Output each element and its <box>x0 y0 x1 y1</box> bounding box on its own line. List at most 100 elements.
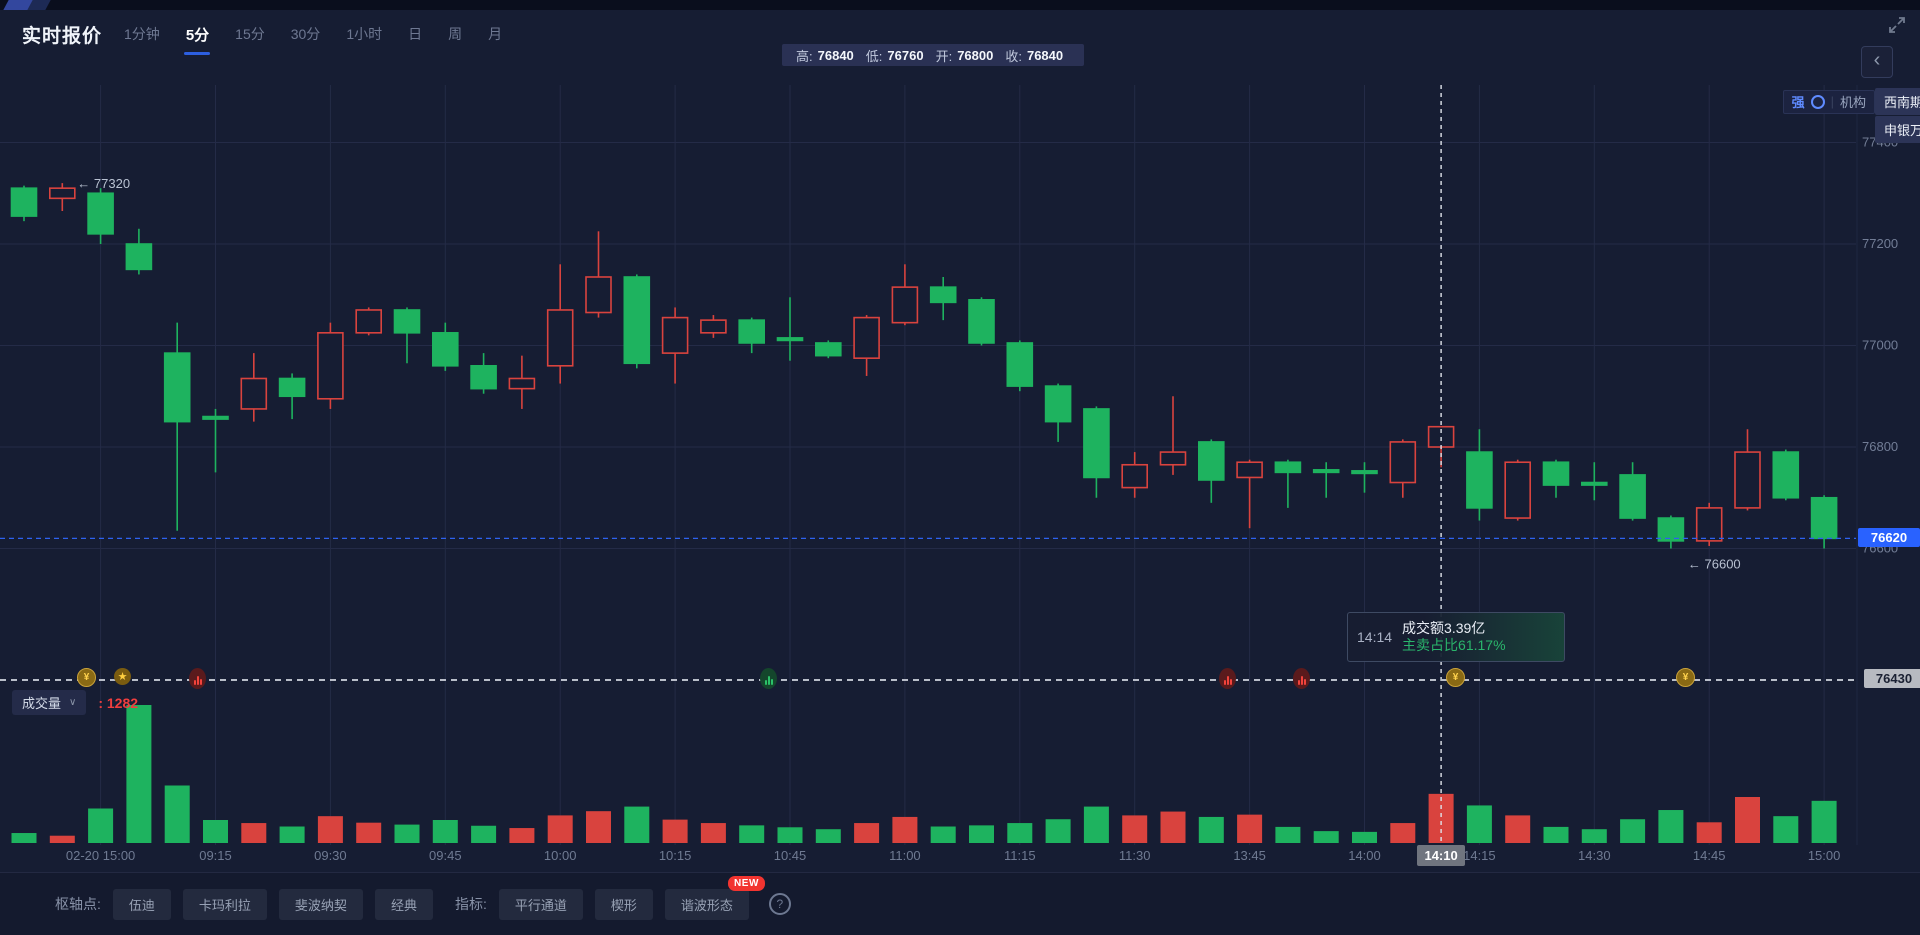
volume-bar <box>930 826 956 843</box>
candle-body <box>1236 461 1263 479</box>
volume-bar <box>1160 811 1186 843</box>
interval-tab-5[interactable]: 日 <box>408 26 423 42</box>
candle-body <box>623 276 651 365</box>
time-axis-label: 14:30 <box>1578 848 1611 863</box>
volume-bar <box>662 819 688 843</box>
volume-bar <box>1581 829 1607 843</box>
close-label: 收: <box>1005 48 1022 64</box>
volume-bar <box>1773 816 1799 843</box>
candle-body <box>1504 461 1531 519</box>
volume-bar <box>1352 831 1377 843</box>
candle-body <box>87 192 114 235</box>
indicator-label: 指标: <box>454 896 487 912</box>
volume-bar <box>1696 822 1722 843</box>
volume-bar <box>969 825 994 843</box>
candle-body <box>1581 481 1608 486</box>
candle-body <box>661 316 689 354</box>
candle-body <box>1121 463 1148 489</box>
candle-body <box>1772 451 1800 499</box>
time-axis-label: 11:15 <box>1004 848 1036 863</box>
volume-bar <box>1007 823 1033 843</box>
chart-area[interactable]: 7740077200770007680076600← 77320← 76600 <box>0 85 1920 845</box>
volume-bar <box>815 829 841 843</box>
interval-tab-0[interactable]: 1分钟 <box>124 26 160 42</box>
time-axis-label: 14:15 <box>1463 848 1496 863</box>
candle-body <box>853 316 880 359</box>
volume-bar <box>11 833 37 843</box>
candlestick-chart[interactable]: 7740077200770007680076600← 77320← 76600 <box>0 85 1920 845</box>
volume-bar <box>777 827 803 843</box>
high-label: 高: <box>796 48 813 64</box>
interval-tab-2[interactable]: 15分 <box>235 26 265 42</box>
candle-body <box>814 342 842 357</box>
volume-bar <box>1811 800 1837 843</box>
candle-body <box>355 309 383 334</box>
star-event-icon[interactable]: ★ <box>114 668 131 685</box>
open-label: 开: <box>935 48 953 64</box>
interval-toolbar: 实时报价 1分钟 5分 15分 30分 1小时 日 周 月 <box>0 10 1920 58</box>
volume-bar <box>1237 814 1263 843</box>
volume-bar <box>1505 815 1531 843</box>
candle-body <box>1695 507 1723 542</box>
bars-green-event-icon[interactable] <box>760 668 777 689</box>
candle-body <box>1006 342 1034 387</box>
candle-body <box>1657 517 1685 542</box>
strength-badge[interactable]: 强 | 机构 <box>1782 89 1875 114</box>
indicator-button-1[interactable]: 楔形 <box>594 888 653 920</box>
bars-red-event-icon[interactable] <box>1293 668 1310 689</box>
rating-row: 强 | 机构 西南期 <box>1782 88 1920 115</box>
volume-label: 成交量 <box>22 696 62 711</box>
indicator-button-0[interactable]: 平行通道 <box>498 888 583 920</box>
candle-body <box>470 364 497 390</box>
candle-body <box>1810 496 1838 540</box>
candle-body <box>317 332 344 400</box>
volume-bar <box>317 816 343 843</box>
pivot-button-3[interactable]: 经典 <box>374 888 433 920</box>
pivot-button-2[interactable]: 斐波纳契 <box>278 888 363 920</box>
candle-body <box>1619 474 1646 519</box>
tooltip-turnover: 成交额3.39亿 <box>1402 620 1486 636</box>
pivot-button-1[interactable]: 卡玛利拉 <box>182 888 267 920</box>
candle-body <box>700 319 727 334</box>
time-axis-label: 14:00 <box>1348 848 1381 863</box>
collapse-panel-button[interactable]: ‹ <box>1861 46 1893 78</box>
coin-event-icon[interactable]: ¥ <box>1676 668 1695 687</box>
help-icon[interactable]: ? <box>768 893 791 915</box>
volume-indicator-selector[interactable]: 成交量 ∨ <box>12 690 87 715</box>
candle-body <box>508 377 536 390</box>
broker-tag[interactable]: 西南期 <box>1874 88 1920 115</box>
broker-tag[interactable]: 申银万 <box>1874 116 1920 143</box>
tooltip-time: 14:14 <box>1357 629 1393 645</box>
volume-bar <box>1390 823 1416 843</box>
candle-body <box>1734 451 1761 509</box>
pivot-button-0[interactable]: 伍迪 <box>112 888 171 920</box>
candle-body <box>738 319 766 344</box>
indicator-button-2[interactable]: 谐波形态 NEW <box>664 875 765 920</box>
interval-tab-7[interactable]: 月 <box>488 26 503 42</box>
volume-bar <box>1543 826 1569 843</box>
volume-bar <box>739 825 765 843</box>
coin-event-icon[interactable]: ¥ <box>1446 668 1465 687</box>
candle-body <box>1083 408 1110 479</box>
volume-bar <box>1658 810 1684 843</box>
time-axis[interactable]: 02-20 15:00 09:15 09:30 09:45 10:00 10:15 10:4… <box>0 845 1920 871</box>
price-axis-label: 77200 <box>1862 236 1898 251</box>
fullscreen-icon[interactable] <box>1886 14 1908 36</box>
interval-tab-4[interactable]: 1小时 <box>346 26 383 42</box>
volume-bar <box>203 820 228 843</box>
bars-red-event-icon[interactable] <box>1219 668 1236 689</box>
crosshair-time-badge: 14:10 <box>1417 845 1466 866</box>
open-value: 76800 <box>957 47 994 63</box>
interval-tab-3[interactable]: 30分 <box>290 26 321 42</box>
volume-bar <box>1045 819 1071 843</box>
volume-bar <box>1122 815 1148 843</box>
crosshair-price-badge: 76430 <box>1864 669 1920 688</box>
gauge-icon <box>1810 94 1825 109</box>
interval-tab-1[interactable]: 5分 <box>186 18 209 51</box>
interval-tab-6[interactable]: 周 <box>448 26 463 42</box>
bars-red-event-icon[interactable] <box>189 668 206 689</box>
coin-event-icon[interactable]: ¥ <box>77 668 96 687</box>
time-axis-label: 10:45 <box>773 848 807 863</box>
candle-body <box>776 337 804 342</box>
volume-bar <box>1313 831 1339 843</box>
